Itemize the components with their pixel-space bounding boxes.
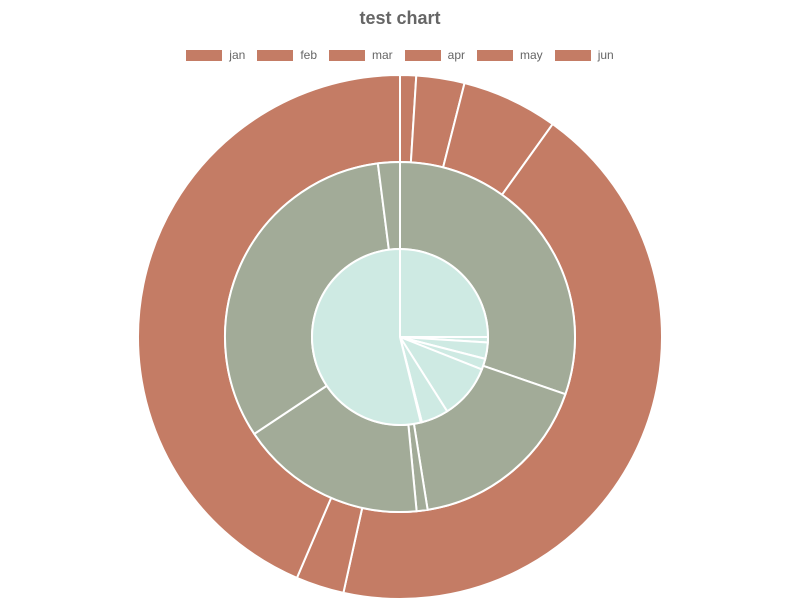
legend-item-jan[interactable]: jan [186, 48, 245, 62]
legend-label: mar [372, 48, 393, 62]
inner-ring-slice-0[interactable] [399, 248, 489, 338]
legend-item-mar[interactable]: mar [329, 48, 393, 62]
legend-label: apr [447, 48, 466, 62]
legend-swatch [186, 49, 223, 61]
legend-swatch [257, 49, 294, 61]
inner-ring-slice-7[interactable] [311, 248, 422, 426]
legend-item-jun[interactable]: jun [554, 48, 614, 62]
chart-legend: jan feb mar apr may jun [0, 48, 800, 62]
legend-label: jun [597, 48, 614, 62]
legend-item-feb[interactable]: feb [257, 48, 317, 62]
legend-swatch [554, 49, 591, 61]
legend-label: may [520, 48, 543, 62]
legend-label: feb [300, 48, 317, 62]
legend-swatch [329, 49, 365, 61]
chart-title: test chart [359, 8, 441, 28]
legend-item-apr[interactable]: apr [404, 48, 466, 62]
legend-label: jan [229, 48, 246, 62]
legend-swatch [404, 49, 441, 61]
legend-swatch [477, 49, 514, 61]
legend-item-may[interactable]: may [477, 48, 543, 62]
